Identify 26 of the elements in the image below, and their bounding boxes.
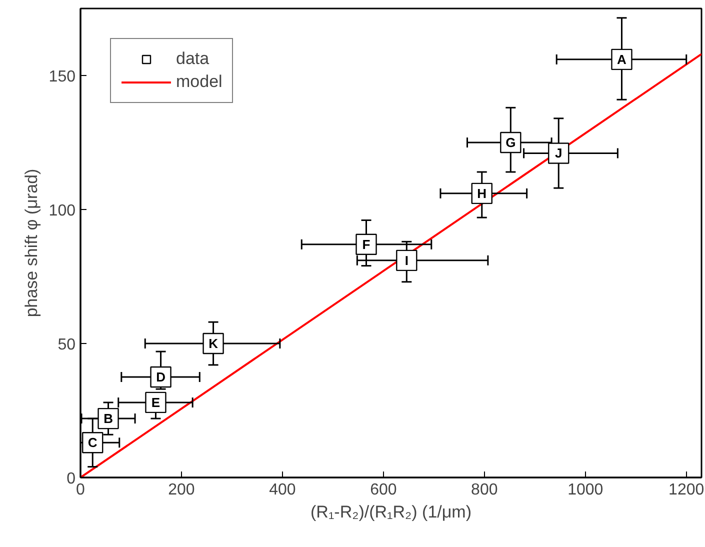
y-tick-label: 50 [58,336,76,354]
y-tick-label: 150 [48,68,76,86]
data-label: I [404,252,408,268]
x-tick-label: 1200 [668,482,704,498]
data-label: F [362,236,370,252]
data-label: A [617,52,628,67]
y-tick-label: 0 [66,470,76,488]
legend-label: model [176,72,222,92]
data-label: H [477,186,487,201]
data-label: D [156,370,166,384]
x-tick-label: 200 [168,482,195,498]
x-tick-label: 1000 [568,482,604,498]
x-axis-title: (R₁-R₂)/(R₁R₂) (1/μm) [310,502,472,522]
data-label: G [506,135,516,150]
data-label: E [151,394,160,410]
legend-label: data [176,49,210,69]
y-tick-label: 100 [48,202,76,220]
y-axis-title: phase shift φ (μrad) [22,168,41,318]
data-label: K [208,336,219,351]
x-tick-label: 600 [370,482,397,498]
data-label: C [88,435,98,450]
data-label: J [555,146,562,161]
point [396,250,418,272]
x-tick-label: 400 [269,482,296,498]
x-tick-label: 800 [471,482,498,498]
data-label: B [104,411,113,426]
